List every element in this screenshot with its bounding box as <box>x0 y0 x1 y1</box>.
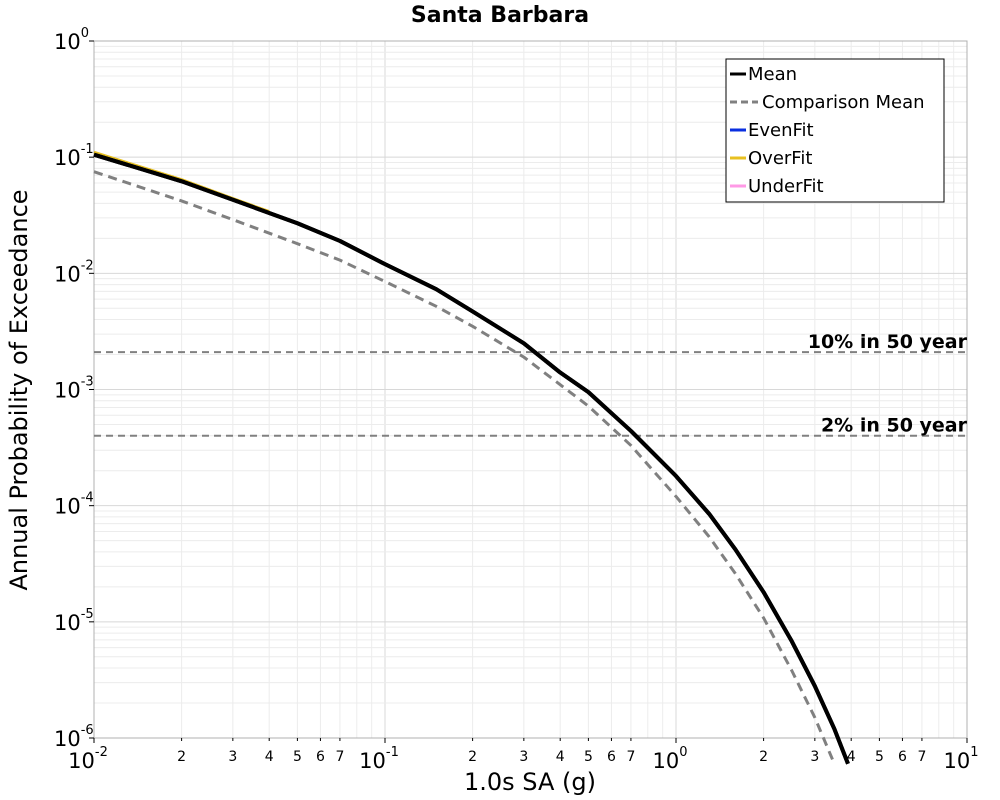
series-line-mean <box>93 152 850 765</box>
legend-label: EvenFit <box>748 120 814 141</box>
series-line-mean <box>93 152 850 765</box>
x-minor-tick-label: 3 <box>228 749 237 765</box>
legend-label: OverFit <box>748 148 812 169</box>
y-tick-label: 10-6 <box>54 723 94 751</box>
x-minor-tick-label: 6 <box>898 749 907 765</box>
series-lines <box>93 150 850 765</box>
legend-box <box>725 58 945 203</box>
x-minor-tick-label: 2 <box>177 749 186 765</box>
x-minor-tick-label: 4 <box>556 749 565 765</box>
x-minor-tick-label: 3 <box>519 749 528 765</box>
y-tick-label: 10-2 <box>54 258 94 286</box>
reference-label: 10% in 50 year <box>808 331 968 353</box>
x-minor-tick-label: 4 <box>847 749 856 765</box>
y-tick-label: 10-3 <box>54 375 94 403</box>
x-tick-label: 10-1 <box>359 745 399 773</box>
legend-label: Comparison Mean <box>762 92 925 113</box>
x-minor-tick-label: 2 <box>468 749 477 765</box>
x-minor-tick-label: 5 <box>293 749 302 765</box>
legend-label: Mean <box>748 64 797 85</box>
x-tick-label: 101 <box>943 745 978 773</box>
y-tick-label: 10-4 <box>54 491 94 519</box>
x-minor-tick-label: 3 <box>810 749 819 765</box>
y-tick-label: 10-1 <box>54 142 94 170</box>
x-axis-label: 1.0s SA (g) <box>464 768 596 796</box>
x-tick-label: 10-2 <box>68 745 108 773</box>
x-minor-tick-label: 2 <box>759 749 768 765</box>
x-minor-tick-label: 6 <box>316 749 325 765</box>
x-minor-tick-label: 6 <box>607 749 616 765</box>
series-line-comparison-mean <box>93 170 836 765</box>
x-minor-tick-label: 7 <box>917 749 926 765</box>
x-minor-tick-label: 7 <box>626 749 635 765</box>
x-tick-label: 100 <box>652 745 687 773</box>
legend-label: UnderFit <box>748 176 824 197</box>
chart-title: Santa Barbara <box>411 3 589 28</box>
y-tick-label: 100 <box>54 26 89 54</box>
reference-lines: 10% in 50 year 2% in 50 year <box>94 331 968 437</box>
x-minor-tick-label: 7 <box>335 749 344 765</box>
grid <box>93 41 967 739</box>
reference-label: 2% in 50 year <box>821 415 968 437</box>
x-minor-tick-label: 5 <box>875 749 884 765</box>
x-minor-tick-label: 4 <box>265 749 274 765</box>
y-axis-ticks: 10-6 10-5 10-4 10-3 10-2 10-1 100 <box>54 26 94 751</box>
legend: Mean Comparison Mean EvenFit OverFit UnderFi… <box>725 58 945 203</box>
y-tick-label: 10-5 <box>54 607 94 635</box>
y-axis-label: Annual Probability of Exceedance <box>5 189 33 590</box>
x-minor-tick-label: 5 <box>584 749 593 765</box>
